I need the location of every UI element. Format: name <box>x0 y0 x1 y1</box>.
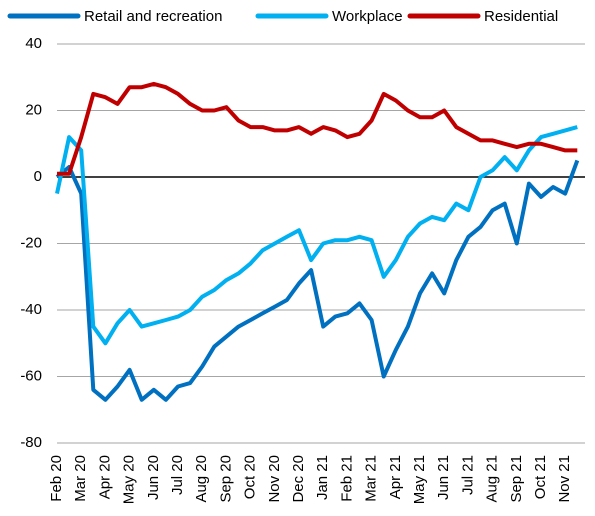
series-line <box>57 81 578 176</box>
y-tick-label: -20 <box>20 234 42 251</box>
x-tick-label: Jul 20 <box>169 455 186 495</box>
x-tick-label: Aug 21 <box>484 455 501 503</box>
x-tick-label: Sep 20 <box>217 455 234 503</box>
y-tick-label: 20 <box>25 101 42 118</box>
y-tick-label: -80 <box>20 434 42 451</box>
x-tick-label: Nov 20 <box>266 455 283 503</box>
x-tick-label: Mar 21 <box>363 455 380 502</box>
x-tick-label: Jul 21 <box>459 455 476 495</box>
y-tick-label: -40 <box>20 301 42 318</box>
y-tick-label: -60 <box>20 367 42 384</box>
x-tick-label: Oct 20 <box>242 455 259 499</box>
x-tick-label: Nov 21 <box>556 455 573 503</box>
x-tick-label: Feb 21 <box>338 455 355 502</box>
x-tick-label: Aug 20 <box>193 455 210 503</box>
x-tick-label: Sep 21 <box>508 455 525 503</box>
y-tick-label: 0 <box>34 168 42 185</box>
legend-label: Workplace <box>332 8 403 25</box>
legend-label: Retail and recreation <box>84 8 222 25</box>
x-tick-label: Apr 20 <box>96 455 113 499</box>
y-tick-label: 40 <box>25 35 42 52</box>
x-tick-label: Jun 20 <box>145 455 162 500</box>
x-tick-label: Dec 20 <box>290 455 307 503</box>
series-line <box>55 125 578 346</box>
series-line <box>55 159 580 402</box>
legend-label: Residential <box>484 8 558 25</box>
x-tick-label: Jan 21 <box>314 455 331 500</box>
x-tick-label: May 21 <box>411 455 428 504</box>
x-tick-label: Jun 21 <box>435 455 452 500</box>
x-tick-label: Feb 20 <box>48 455 65 502</box>
x-tick-label: Mar 20 <box>72 455 89 502</box>
x-tick-label: Oct 21 <box>532 455 549 499</box>
x-tick-label: Apr 21 <box>387 455 404 499</box>
x-tick-label: May 20 <box>121 455 138 504</box>
